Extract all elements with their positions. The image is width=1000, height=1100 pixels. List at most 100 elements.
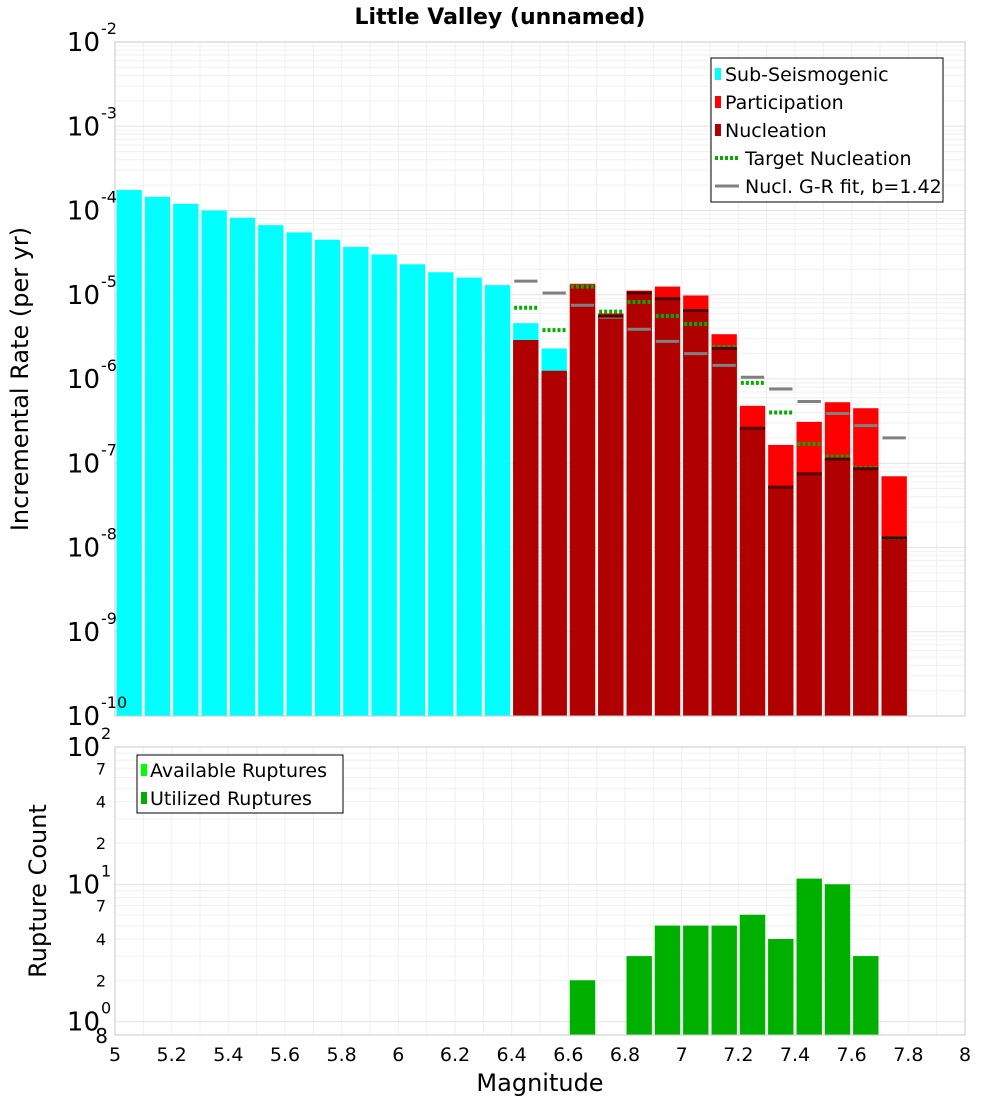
- legend-label: Utilized Ruptures: [150, 788, 312, 810]
- bar-utilized-ruptures: [824, 884, 851, 1035]
- bar-sub-seismogenic: [173, 203, 199, 716]
- rupture-count-frame: [114, 746, 966, 1036]
- bar-nucleation: [739, 428, 766, 716]
- rate-y-tick-label: 10: [67, 534, 100, 564]
- x-tick-label: 7: [676, 1044, 688, 1066]
- bar-utilized-ruptures: [711, 925, 737, 1035]
- rate-plot-legend: Sub-Seismogenic Participation Nucleation Ta…: [710, 57, 944, 203]
- rate-legend-box: [710, 57, 944, 203]
- x-tick-label: 6: [392, 1044, 404, 1066]
- bar-nucleation: [541, 370, 567, 716]
- bar-nucleation: [598, 315, 624, 716]
- bar-utilized-ruptures: [683, 925, 709, 1035]
- rate-y-tick-label: 10: [67, 365, 100, 395]
- count-y-tick-exponent: 1: [101, 861, 111, 880]
- x-tick-label: 7.4: [780, 1044, 810, 1066]
- rupture-count-y-label: Rupture Count: [24, 804, 52, 978]
- x-tick-label: 5.4: [213, 1044, 243, 1066]
- rupture-count-bars: [569, 878, 879, 1035]
- bar-utilized-ruptures: [853, 956, 879, 1035]
- x-tick-label: 5.2: [157, 1044, 187, 1066]
- chart-title: Little Valley (unnamed): [355, 5, 646, 30]
- bar-nucleation: [796, 473, 822, 716]
- legend-label: Sub-Seismogenic: [725, 64, 889, 86]
- count-legend-box: [136, 754, 344, 814]
- rate-y-tick-exponent: -7: [101, 440, 117, 459]
- count-y-tick-label: 10: [67, 733, 100, 763]
- bar-sub-seismogenic: [229, 217, 256, 717]
- rate-y-tick-label: 10: [67, 618, 100, 648]
- bar-utilized-ruptures: [626, 956, 652, 1035]
- bar-nucleation: [513, 340, 539, 716]
- bar-sub-seismogenic: [456, 277, 482, 716]
- bar-nucleation: [768, 487, 794, 716]
- legend-swatch: [715, 124, 721, 136]
- x-tick-label: 5.6: [270, 1044, 300, 1066]
- count-y-tick-label: 10: [67, 870, 100, 900]
- legend-label: Target Nucleation: [744, 148, 912, 170]
- count-y-minor-tick-label: 2: [96, 971, 106, 990]
- bar-nucleation: [881, 537, 907, 716]
- count-y-minor-tick-label: 4: [96, 930, 106, 949]
- rate-y-tick-exponent: -4: [101, 188, 117, 207]
- legend-label: Available Ruptures: [150, 760, 327, 782]
- bar-nucleation: [626, 292, 652, 716]
- magnitude-x-ticks: 5 5.2 5.4 5.6 5.8 6 6.2 6.4 6.6 6.8 7 7.2 7.4 7.6 7.8 8: [109, 1044, 971, 1066]
- rate-y-tick-label: 10: [67, 702, 100, 732]
- count-y-tick-exponent: 2: [101, 724, 111, 743]
- bar-nucleation: [824, 459, 851, 716]
- rupture-count-y-bottom-label: 8: [95, 1024, 108, 1048]
- rate-y-tick-label: 10: [67, 281, 100, 311]
- x-tick-label: 7.6: [837, 1044, 867, 1066]
- count-y-minor-tick-label: 7: [96, 897, 106, 916]
- bar-utilized-ruptures: [739, 914, 766, 1035]
- bar-nucleation: [654, 298, 681, 716]
- bar-nucleation: [569, 285, 596, 716]
- rate-y-tick-exponent: -5: [101, 272, 117, 291]
- x-tick-label: 8: [959, 1044, 971, 1066]
- rate-y-tick-exponent: -2: [101, 19, 117, 38]
- bar-nucleation: [711, 348, 737, 716]
- rate-y-tick-label: 10: [67, 112, 100, 142]
- bar-sub-seismogenic: [343, 246, 369, 716]
- count-y-minor-tick-label: 4: [96, 793, 106, 812]
- count-y-minor-tick-label: 2: [96, 834, 106, 853]
- bar-sub-seismogenic: [286, 232, 312, 716]
- x-tick-label: 5: [109, 1044, 121, 1066]
- bar-nucleation: [853, 468, 879, 716]
- legend-swatch: [141, 764, 147, 776]
- bar-sub-seismogenic: [144, 196, 171, 717]
- bar-sub-seismogenic: [399, 264, 426, 716]
- x-tick-label: 6.6: [553, 1044, 583, 1066]
- rate-plot-grid: [114, 42, 966, 717]
- x-tick-label: 7.8: [893, 1044, 923, 1066]
- count-y-minor-tick-label: 7: [96, 759, 106, 778]
- rate-plot-bars: [116, 190, 907, 717]
- bar-sub-seismogenic: [484, 285, 511, 716]
- rate-y-tick-label: 10: [67, 28, 100, 58]
- x-tick-label: 6.4: [497, 1044, 527, 1066]
- rate-y-tick-exponent: -3: [101, 103, 117, 122]
- legend-swatch: [141, 792, 147, 804]
- bar-sub-seismogenic: [314, 239, 341, 716]
- bar-nucleation: [683, 310, 709, 716]
- rate-plot-frame: [114, 41, 966, 717]
- legend-label: Nucleation: [725, 120, 827, 142]
- legend-swatch: [715, 96, 721, 108]
- bar-sub-seismogenic: [428, 272, 454, 716]
- rate-y-tick-label: 10: [67, 197, 100, 227]
- x-tick-label: 7.2: [723, 1044, 753, 1066]
- bar-utilized-ruptures: [768, 939, 794, 1035]
- rate-y-tick-exponent: -9: [101, 609, 117, 628]
- rate-y-tick-exponent: -8: [101, 525, 117, 544]
- x-tick-label: 5.8: [327, 1044, 357, 1066]
- rate-y-tick-exponent: -6: [101, 356, 117, 375]
- bar-utilized-ruptures: [654, 925, 681, 1035]
- rate-plot-target-lines: [514, 279, 907, 540]
- bar-sub-seismogenic: [201, 210, 227, 716]
- legend-label: Participation: [725, 92, 844, 114]
